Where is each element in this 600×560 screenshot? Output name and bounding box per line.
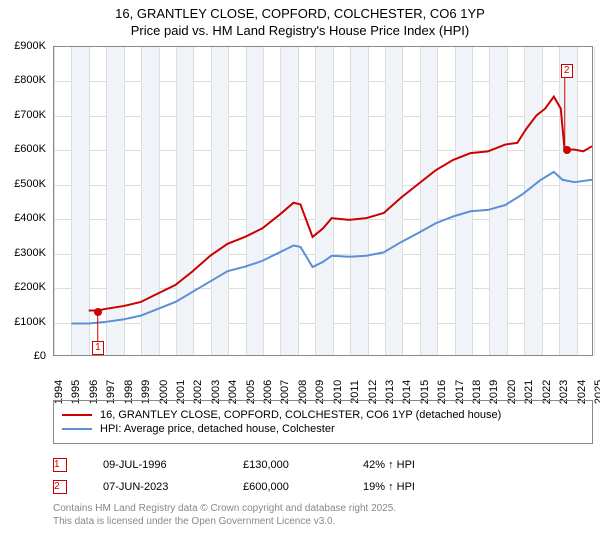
- y-tick-label: £500K: [14, 178, 46, 190]
- gridline-v: [594, 47, 595, 355]
- y-tick-label: £700K: [14, 109, 46, 121]
- legend-label: HPI: Average price, detached house, Colc…: [100, 423, 335, 435]
- legend-swatch: [62, 428, 92, 430]
- y-tick-label: £400K: [14, 212, 46, 224]
- footer-text: Contains HM Land Registry data © Crown c…: [53, 502, 593, 528]
- x-tick-label: 2025: [593, 380, 600, 404]
- legend-label: 16, GRANTLEY CLOSE, COPFORD, COLCHESTER,…: [100, 409, 501, 421]
- series-line: [71, 172, 592, 324]
- sale-marker-dot: [94, 308, 102, 316]
- title-block: 16, GRANTLEY CLOSE, COPFORD, COLCHESTER,…: [0, 0, 600, 38]
- chart-lines-svg: [54, 47, 592, 355]
- y-tick-label: £600K: [14, 143, 46, 155]
- sale-hpi-delta: 42% ↑ HPI: [363, 459, 427, 471]
- series-line: [89, 97, 592, 311]
- sale-hpi-delta: 19% ↑ HPI: [363, 481, 427, 493]
- sale-price: £600,000: [243, 481, 363, 493]
- sale-marker-dot: [563, 146, 571, 154]
- sale-price: £130,000: [243, 459, 363, 471]
- y-tick-label: £900K: [14, 40, 46, 52]
- y-tick-label: £300K: [14, 247, 46, 259]
- y-tick-label: £100K: [14, 316, 46, 328]
- y-axis-labels: £0£100K£200K£300K£400K£500K£600K£700K£80…: [0, 46, 50, 356]
- footer-line2: This data is licensed under the Open Gov…: [53, 515, 593, 528]
- sale-row: 1 09-JUL-1996 £130,000 42% ↑ HPI: [53, 454, 593, 476]
- y-tick-label: £800K: [14, 74, 46, 86]
- sale-marker-box: 2: [53, 480, 67, 494]
- sale-date: 09-JUL-1996: [103, 459, 243, 471]
- sale-row: 2 07-JUN-2023 £600,000 19% ↑ HPI: [53, 476, 593, 498]
- chart-area: £0 £100K £200K £300K £400K £500K £600K £700K £80…: [0, 46, 600, 396]
- title-line1: 16, GRANTLEY CLOSE, COPFORD, COLCHESTER,…: [0, 6, 600, 21]
- y-tick-label: £0: [34, 350, 46, 362]
- footer-line1: Contains HM Land Registry data © Crown c…: [53, 502, 593, 515]
- sale-marker-label: 2: [561, 64, 573, 78]
- x-axis-labels: 1994199519961997199819992000200120022003…: [53, 360, 593, 400]
- sale-marker-box: 1: [53, 458, 67, 472]
- sale-marker-label: 1: [92, 341, 104, 355]
- legend-item: 16, GRANTLEY CLOSE, COPFORD, COLCHESTER,…: [62, 409, 584, 421]
- sales-table: 1 09-JUL-1996 £130,000 42% ↑ HPI 2 07-JU…: [53, 454, 593, 498]
- legend-swatch: [62, 414, 92, 416]
- legend-item: HPI: Average price, detached house, Colc…: [62, 423, 584, 435]
- title-line2: Price paid vs. HM Land Registry's House …: [0, 23, 600, 38]
- y-tick-label: £200K: [14, 281, 46, 293]
- chart-container: 16, GRANTLEY CLOSE, COPFORD, COLCHESTER,…: [0, 0, 600, 560]
- plot-area: 12: [53, 46, 593, 356]
- sale-date: 07-JUN-2023: [103, 481, 243, 493]
- legend: 16, GRANTLEY CLOSE, COPFORD, COLCHESTER,…: [53, 400, 593, 444]
